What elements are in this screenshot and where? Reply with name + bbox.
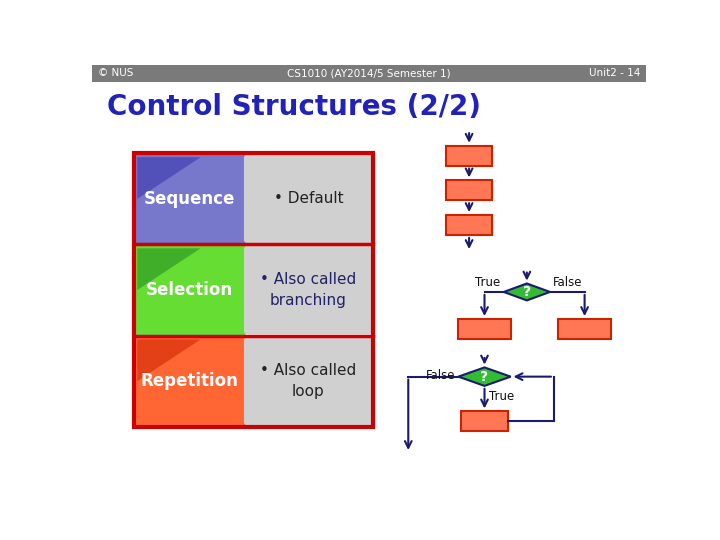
Text: False: False [553,276,582,289]
FancyBboxPatch shape [244,246,373,334]
Text: Sequence: Sequence [143,190,235,208]
Text: ?: ? [480,370,489,383]
FancyBboxPatch shape [133,153,246,245]
Text: • Also called
branching: • Also called branching [260,272,356,308]
Polygon shape [504,284,550,300]
Polygon shape [138,248,201,290]
Text: CS1010 (AY2014/5 Semester 1): CS1010 (AY2014/5 Semester 1) [287,68,451,78]
Text: ?: ? [523,285,531,299]
Text: True: True [489,390,514,403]
FancyBboxPatch shape [244,155,373,243]
Text: © NUS: © NUS [98,68,133,78]
FancyBboxPatch shape [244,337,373,425]
Text: Control Structures (2/2): Control Structures (2/2) [107,93,481,121]
Text: Unit2 - 14: Unit2 - 14 [589,68,640,78]
Text: • Also called
loop: • Also called loop [260,363,356,399]
Bar [461,411,508,431]
Text: Repetition: Repetition [140,372,238,390]
Bar [446,215,492,235]
Bar [446,146,492,166]
Bar [459,319,510,339]
Text: Selection: Selection [145,281,233,299]
Polygon shape [138,340,201,381]
Polygon shape [138,157,201,199]
Polygon shape [459,367,510,386]
FancyBboxPatch shape [133,335,246,427]
Bar [559,319,611,339]
Text: False: False [426,369,455,382]
Text: • Default: • Default [274,191,343,206]
Bar [92,65,647,82]
FancyBboxPatch shape [133,245,246,335]
Bar [446,180,492,200]
Text: True: True [475,276,500,289]
